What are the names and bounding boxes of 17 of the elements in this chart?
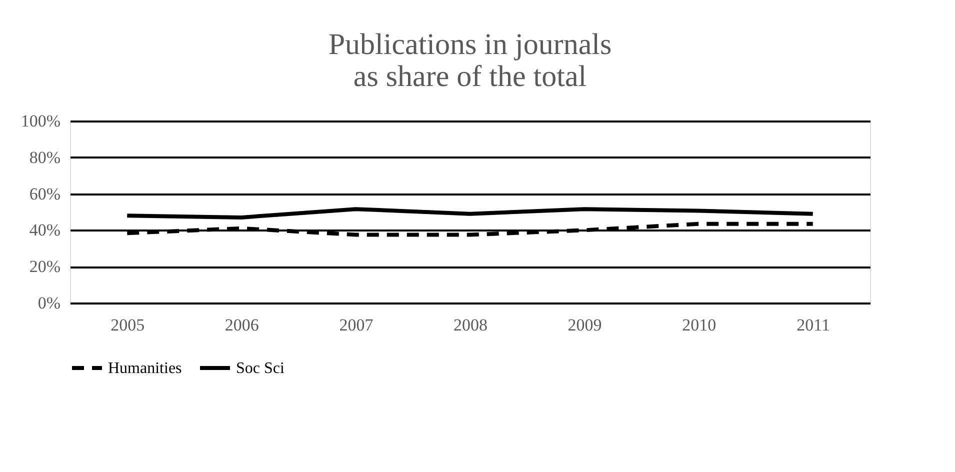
x-tick-label: 2006 — [224, 316, 259, 334]
x-tick-label: 2011 — [796, 316, 830, 334]
x-tick-label: 2007 — [339, 316, 374, 334]
chart-title: Publications in journals as share of the total — [328, 28, 612, 93]
legend-label: Humanities — [108, 360, 182, 377]
line-series — [125, 207, 815, 220]
y-tick-label: 20% — [29, 257, 60, 276]
x-tick-label: 2005 — [110, 316, 145, 334]
x-tick-label: 2008 — [454, 316, 488, 334]
x-tick-label: 2009 — [568, 316, 602, 334]
y-tick-label: 40% — [29, 220, 60, 240]
y-tick-label: 60% — [29, 184, 60, 204]
legend-label: Soc Sci — [236, 360, 285, 377]
y-tick-label: 0% — [38, 294, 60, 312]
y-tick-label: 80% — [29, 148, 60, 167]
x-tick-label: 2010 — [682, 316, 716, 334]
y-tick-label: 100% — [20, 112, 60, 130]
